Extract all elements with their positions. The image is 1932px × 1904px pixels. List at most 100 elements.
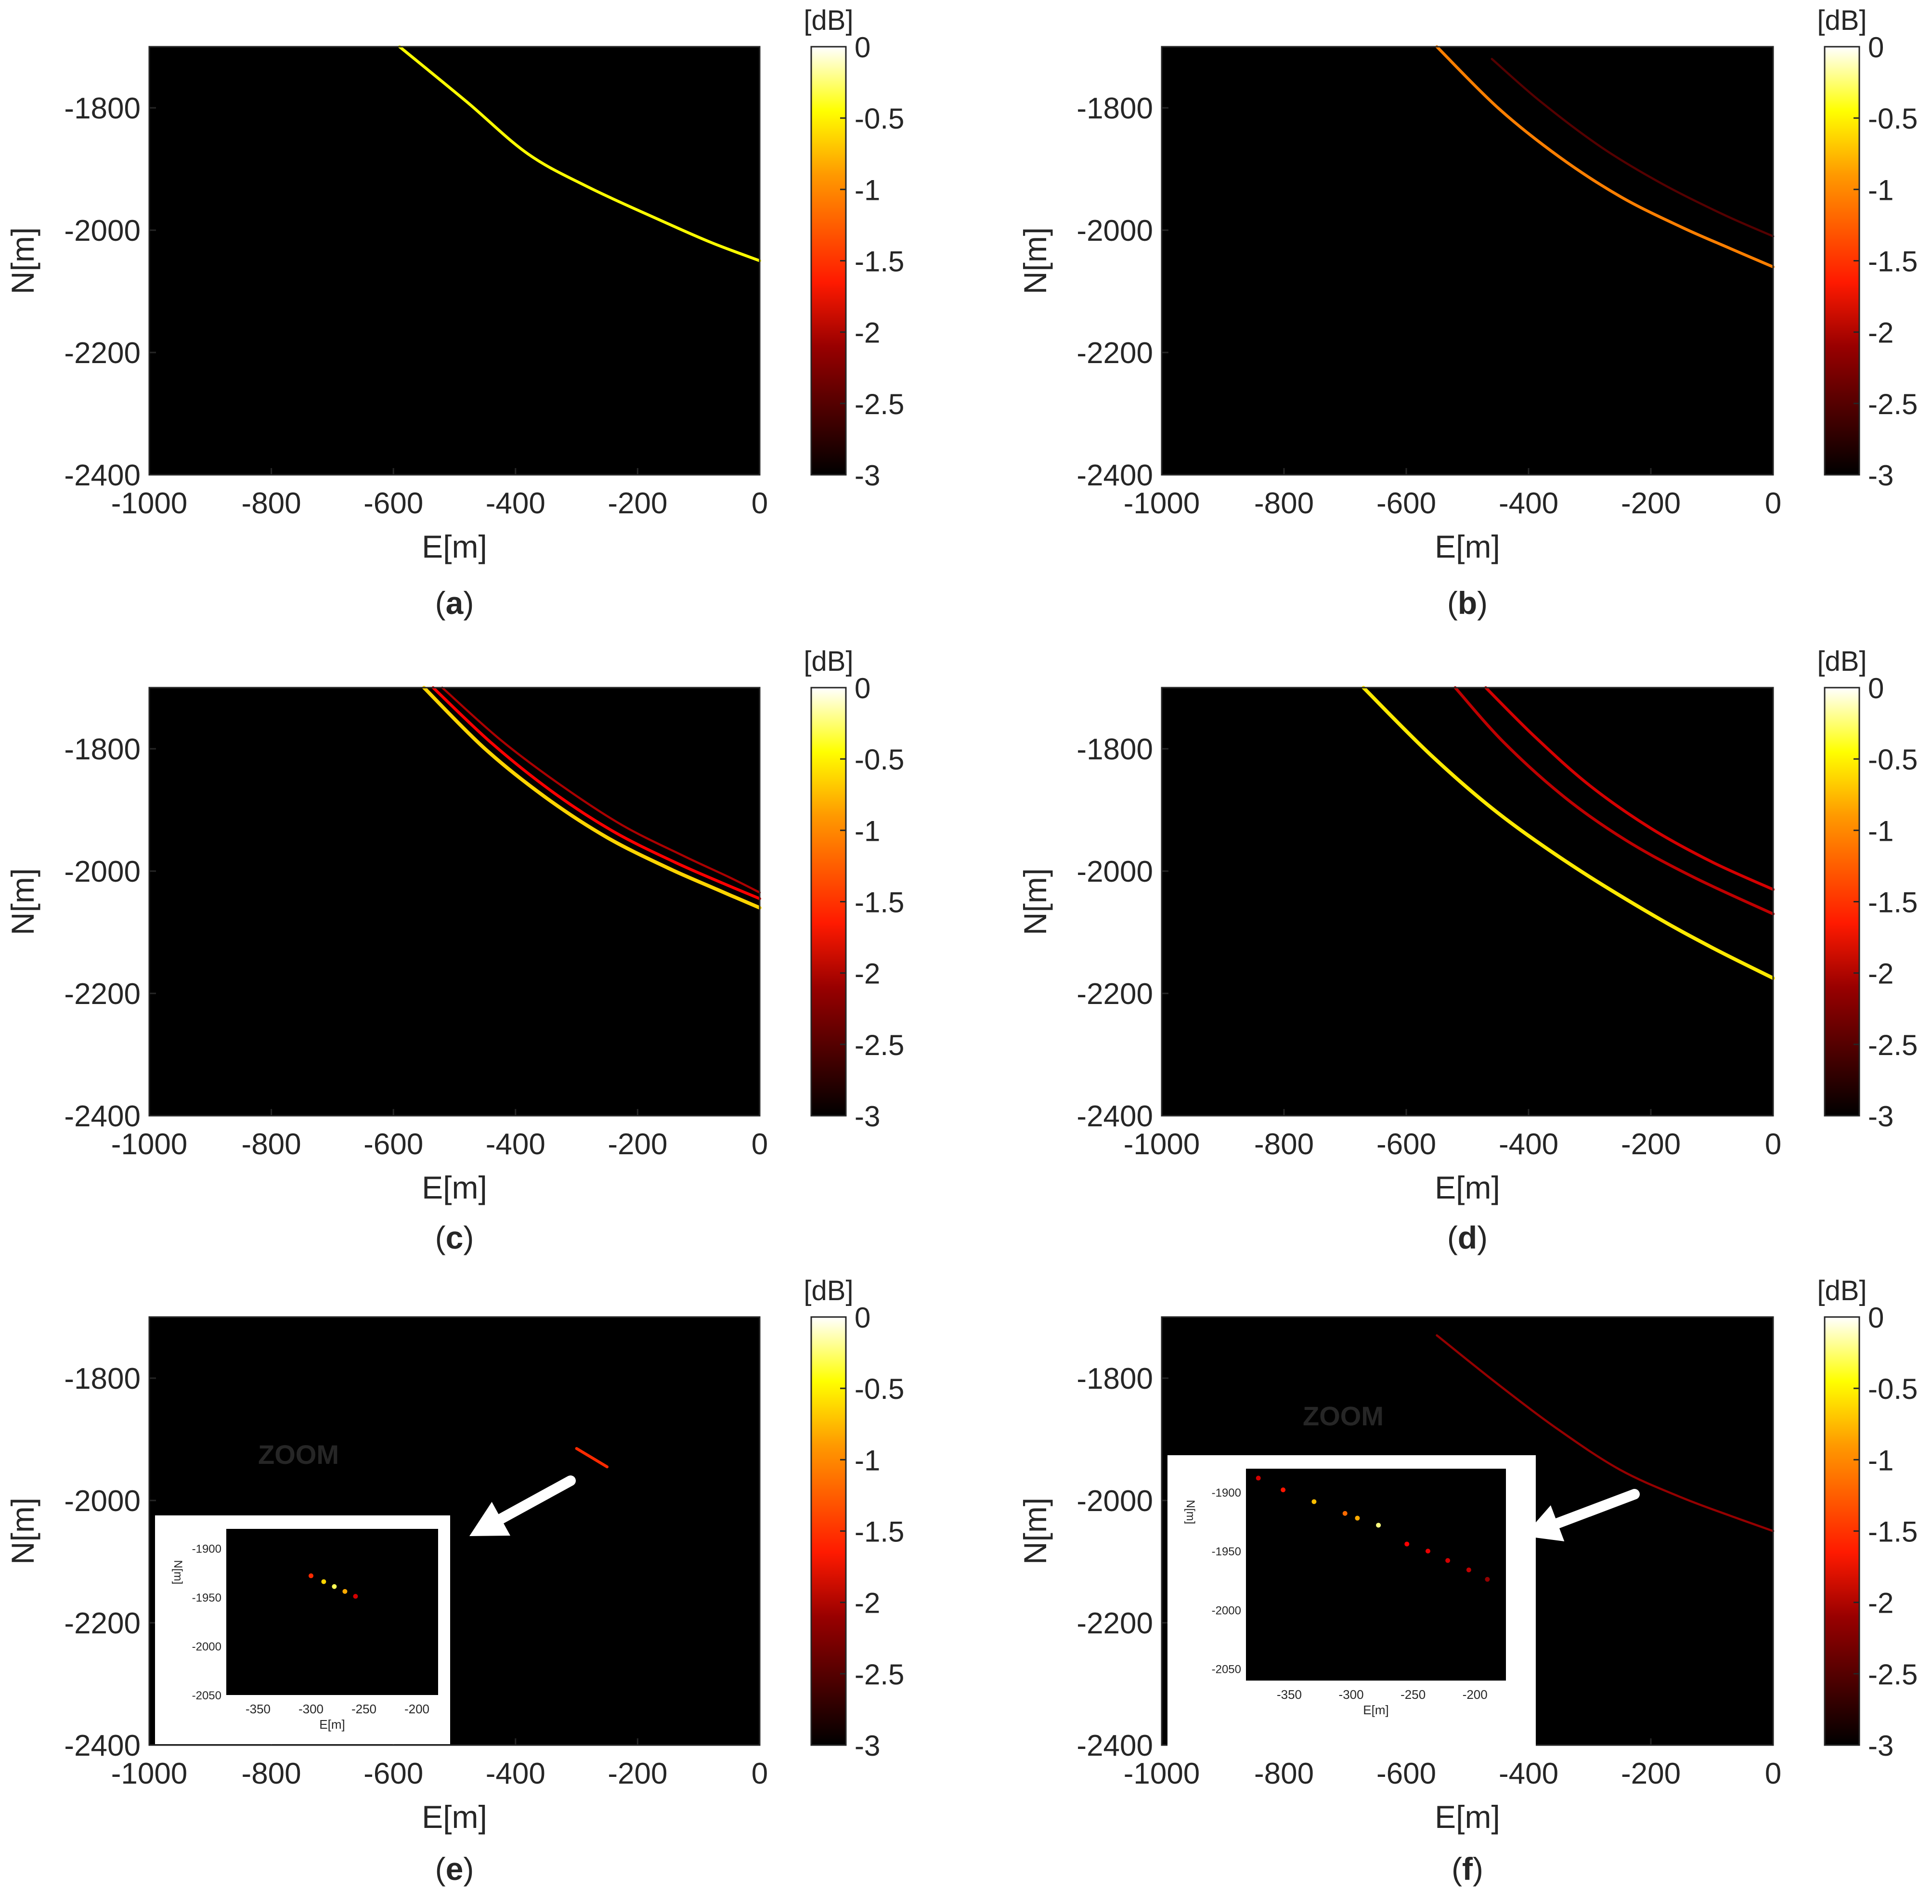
colorbar-tick-label: -3 (1868, 1730, 1893, 1762)
zoom-arrow (1552, 1489, 1640, 1529)
colorbar-tick-label: -2 (1868, 317, 1893, 349)
colorbar-tick-label: -2 (1868, 1587, 1893, 1619)
y-tick-label: -2000 (64, 1485, 141, 1518)
y-tick-label: -1800 (64, 1362, 141, 1395)
zoom-x-tick-label: -250 (1400, 1687, 1426, 1702)
colorbar-tick-label: -1.5 (855, 1516, 904, 1548)
panel-c: -1000 -800 -600 -400 -200 0-1800-2000-2200-24… (5, 646, 904, 1255)
signal-arc-1 (1361, 686, 1775, 980)
x-tick-label: -800 (1254, 1128, 1314, 1161)
x-tick-label: -200 (608, 1757, 667, 1790)
x-tick-label: 0 (1765, 1757, 1781, 1790)
zoom-x-tick-label: -350 (246, 1702, 271, 1716)
panel-caption: (f) (1452, 1851, 1483, 1887)
x-tick-label: -200 (608, 487, 667, 520)
colorbar-tick-label: -3 (1868, 459, 1893, 492)
panel-caption-letter: d (1458, 1220, 1477, 1255)
x-tick-label: -200 (1621, 487, 1681, 520)
signal-arc-1 (1436, 1334, 1775, 1532)
y-axis-label: N[m] (1017, 868, 1053, 935)
plot-frame (1161, 46, 1774, 476)
colorbar-tick-label: -1 (1868, 1444, 1893, 1476)
colorbar-tick-label: 0 (1868, 672, 1884, 704)
zoom-x-tick-label: -350 (1277, 1687, 1302, 1702)
colorbar-tick-label: -3 (855, 1100, 880, 1133)
colorbar-tick-label: -0.5 (855, 103, 904, 135)
panel-b: -1000 -800 -600 -400 -200 0-1800-2000-2200-24… (1017, 5, 1918, 621)
y-tick-label: -2200 (64, 978, 141, 1011)
colorbar-tick-label: -1 (855, 1444, 880, 1476)
colorbar-tick-label: -0.5 (1868, 1373, 1918, 1405)
panel-caption-letter: e (446, 1851, 464, 1887)
x-axis-label: E[m] (1435, 1170, 1500, 1205)
y-tick-label: -1800 (1076, 1362, 1153, 1395)
x-tick-label: -400 (1499, 1757, 1558, 1790)
plot-area (149, 688, 760, 1116)
zoom-point (309, 1573, 313, 1578)
x-tick-label: -1000 (1124, 1128, 1200, 1161)
zoom-y-tick-label: -2000 (1212, 1604, 1241, 1617)
colorbar-tick-label: -3 (855, 459, 880, 492)
colorbar-tick-label: -0.5 (1868, 103, 1918, 135)
colorbar-tick-label: -2.5 (1868, 1658, 1918, 1691)
signal-arc-1 (422, 686, 762, 910)
x-tick-label: -600 (363, 1128, 423, 1161)
y-axis-label: N[m] (5, 227, 40, 294)
y-tick-label: -1800 (64, 733, 141, 766)
colorbar-tick-label: 0 (855, 1302, 870, 1334)
x-tick-label: -400 (486, 487, 545, 520)
panel-d: -1000 -800 -600 -400 -200 0-1800-2000-2200-24… (1017, 646, 1918, 1255)
zoom-point (1311, 1499, 1317, 1504)
x-tick-label: -1000 (1124, 487, 1200, 520)
zoom-point (1426, 1549, 1430, 1554)
zoom-y-tick-label: -2000 (192, 1641, 221, 1654)
plot-area (1162, 688, 1773, 1116)
zoom-point (353, 1594, 358, 1599)
panel-caption: (d) (1447, 1220, 1488, 1255)
x-tick-label: 0 (752, 1128, 768, 1161)
signal-arc-3 (441, 686, 761, 894)
colorbar-title: [dB] (1817, 1275, 1867, 1306)
panel-f: -1000 -800 -600 -400 -200 0-1800-2000-2200-24… (1017, 1275, 1918, 1887)
plot-frame (148, 46, 761, 476)
x-tick-label: 0 (752, 487, 768, 520)
zoom-point (321, 1579, 326, 1584)
colorbar-tick-label: -1.5 (1868, 887, 1918, 919)
x-axis-label: E[m] (1435, 1799, 1500, 1835)
x-tick-label: 0 (1765, 487, 1781, 520)
zoom-point (1355, 1515, 1360, 1521)
zoom-point (1281, 1487, 1286, 1492)
colorbar-tick-label: -2 (855, 1587, 880, 1619)
y-tick-label: -2400 (1076, 1100, 1153, 1133)
y-tick-label: -2200 (1076, 978, 1153, 1011)
colorbar-tick-label: -2.5 (855, 1029, 904, 1061)
zoom-label: ZOOM (1303, 1401, 1384, 1431)
x-tick-label: -600 (1376, 487, 1436, 520)
y-tick-label: -2200 (1076, 1607, 1153, 1640)
zoom-y-tick-label: -1900 (192, 1543, 221, 1556)
colorbar-tick-label: 0 (1868, 1302, 1884, 1334)
panel-caption-letter: c (446, 1220, 464, 1255)
x-tick-label: 0 (752, 1757, 768, 1790)
x-tick-label: -200 (1621, 1757, 1681, 1790)
x-tick-label: -600 (1376, 1757, 1436, 1790)
y-tick-label: -2200 (1076, 337, 1153, 370)
colorbar-title: [dB] (804, 1275, 853, 1306)
panel-caption: (e) (435, 1851, 474, 1887)
zoom-point (1445, 1558, 1451, 1563)
panel-caption-letter: b (1458, 585, 1477, 621)
signal-arc-2 (431, 686, 761, 900)
zoom-inset: -350 -300 -250 -200 -1900 -1950 -2000 -2050 E[m]… (155, 1515, 450, 1744)
y-axis-label: N[m] (5, 868, 40, 935)
zoom-point (1256, 1475, 1261, 1481)
colorbar-tick-label: -1.5 (1868, 246, 1918, 278)
colorbar-title: [dB] (804, 646, 853, 677)
colorbar-tick-label: 0 (1868, 31, 1884, 64)
panel-caption: (b) (1447, 585, 1488, 621)
x-axis-label: E[m] (422, 1170, 487, 1205)
panel-caption-letter: f (1462, 1851, 1473, 1887)
x-tick-label: -1000 (111, 487, 188, 520)
y-tick-label: -2200 (64, 337, 141, 370)
x-tick-label: -600 (1376, 1128, 1436, 1161)
y-tick-label: -2400 (1076, 1729, 1153, 1762)
